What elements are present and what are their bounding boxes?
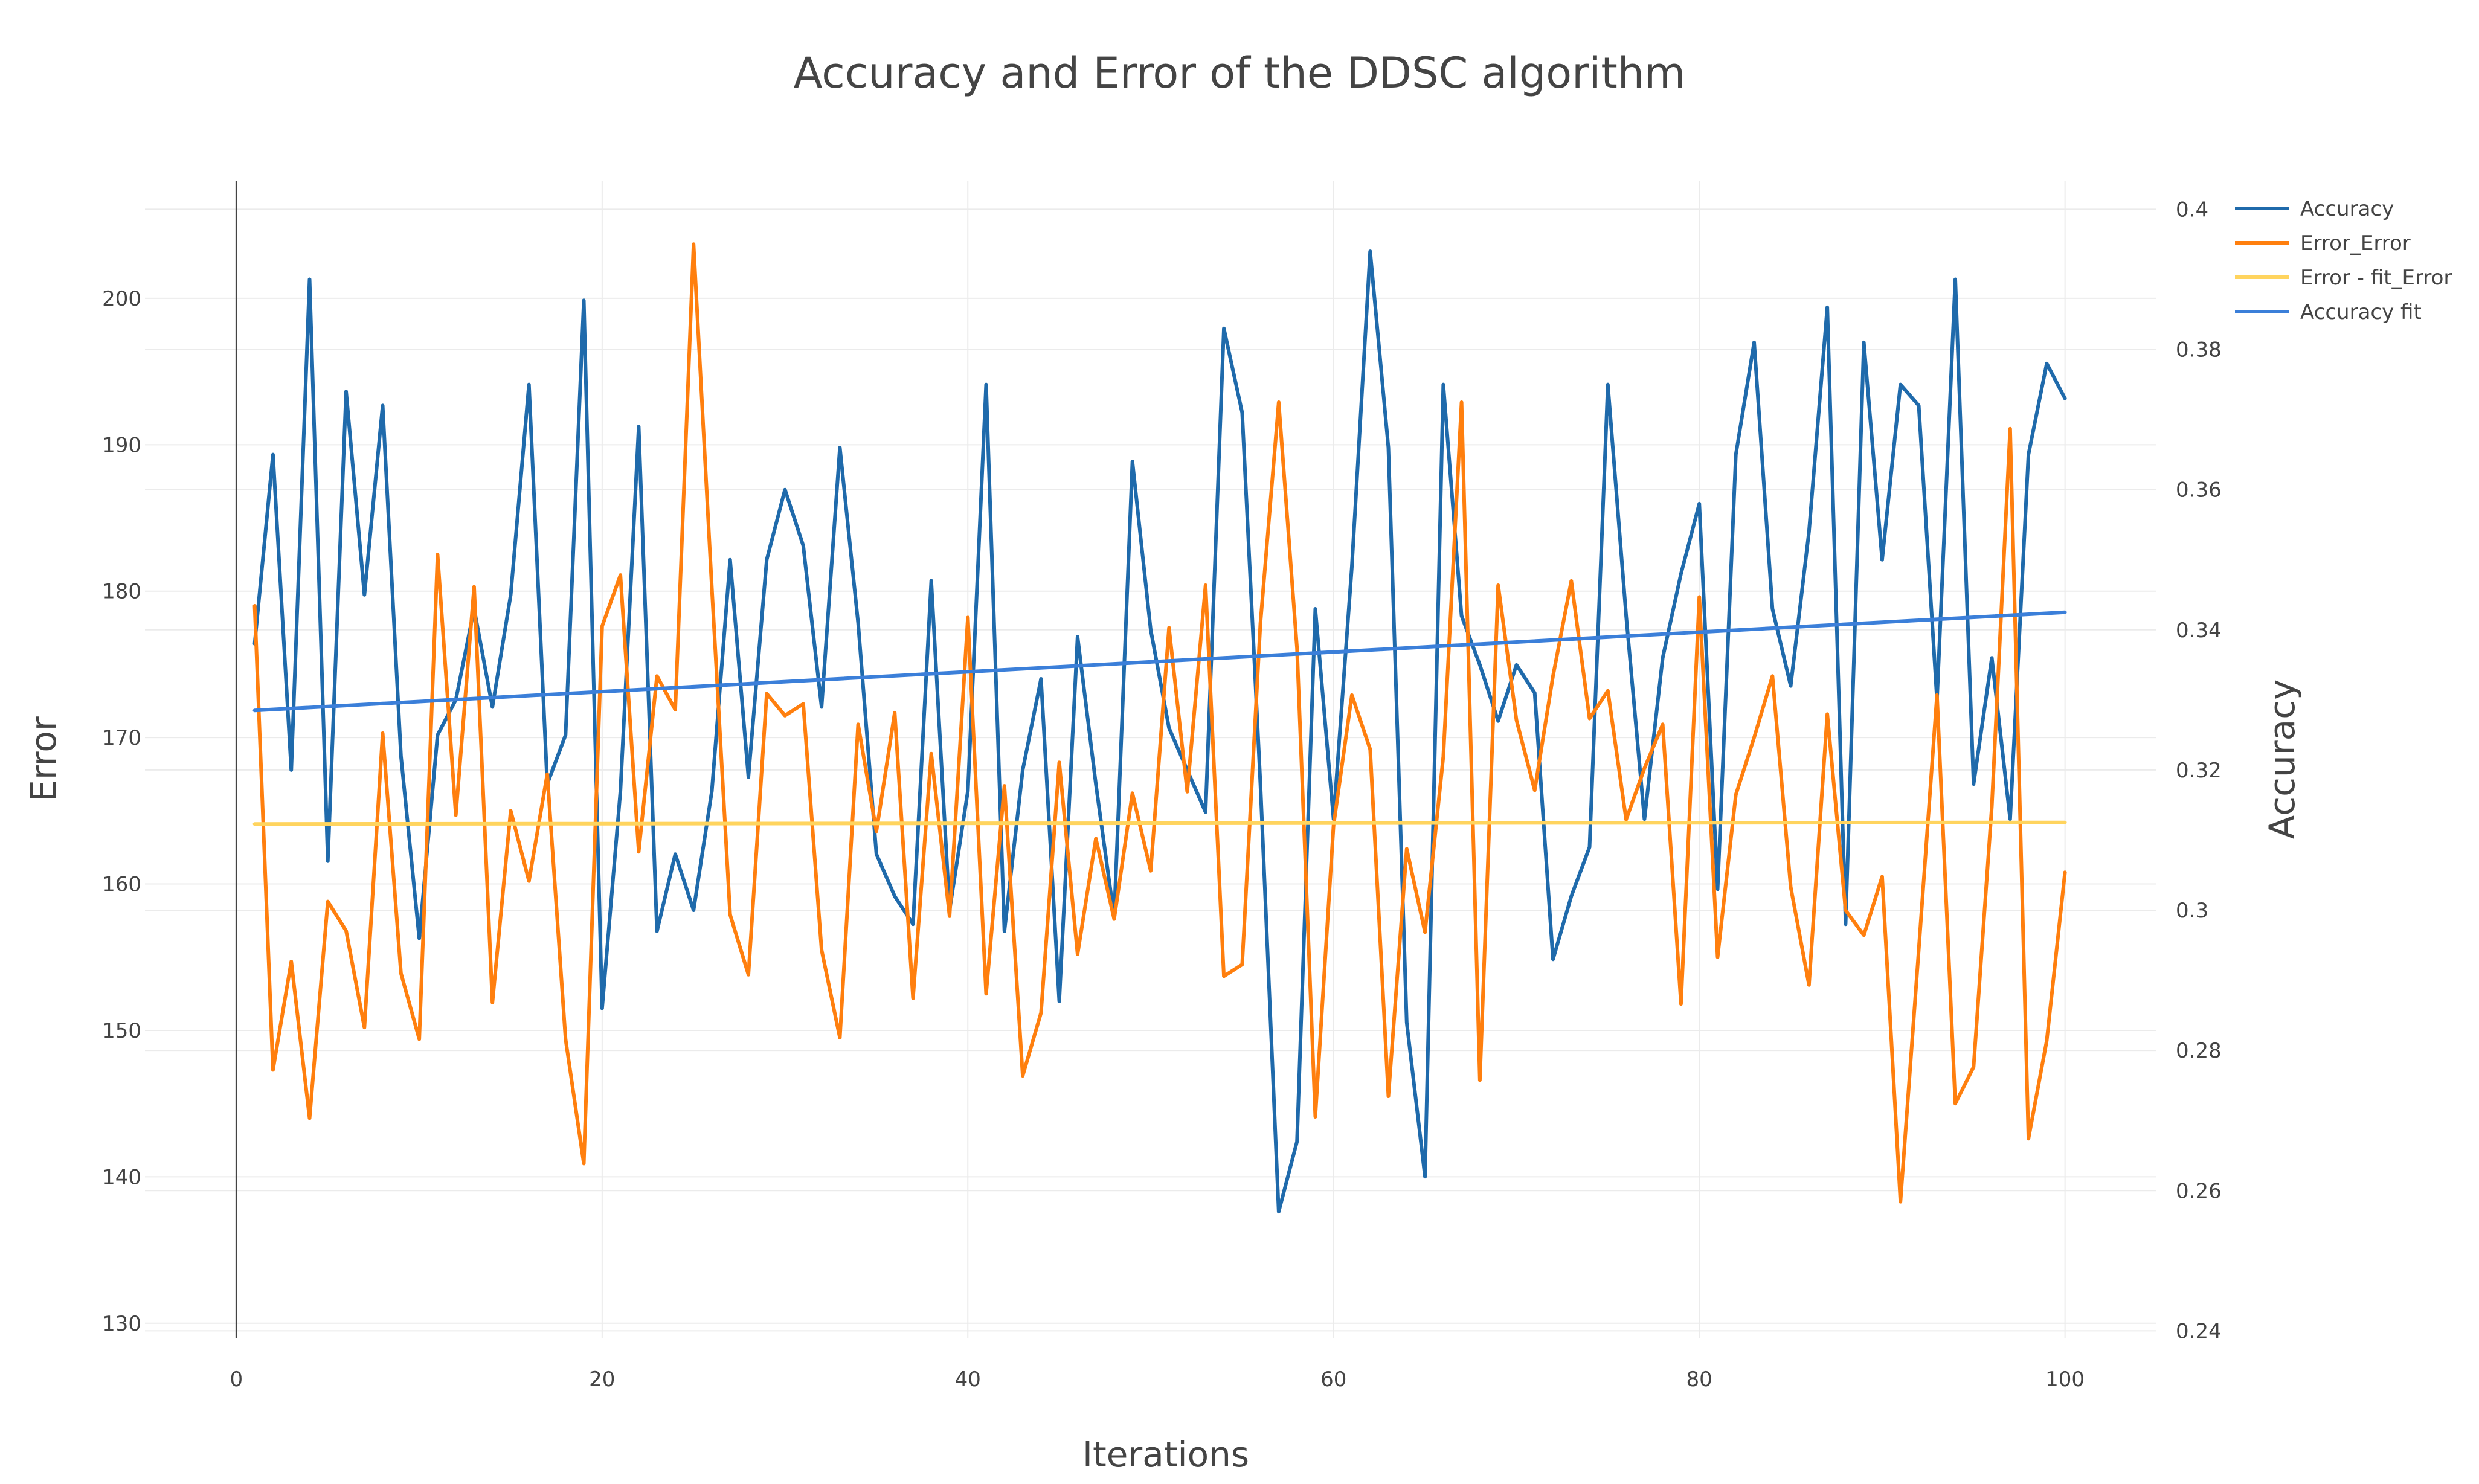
y2-tick-label: 0.24 — [2176, 1319, 2222, 1343]
series-line-3 — [252, 610, 2067, 713]
y2-tick-label: 0.36 — [2176, 478, 2222, 503]
y-tick-label: 140 — [102, 1165, 141, 1189]
legend-label: Error - fit_Error — [2300, 266, 2452, 290]
x-tick-label: 80 — [1686, 1367, 1712, 1392]
x-tick-label: 0 — [230, 1367, 243, 1392]
y2-tick-label: 0.26 — [2176, 1179, 2222, 1203]
tick-labels: 0 20 40 60 80 100 130 140 150 160 170 180 190 200 0.24… — [102, 198, 2222, 1392]
chart-title: Accuracy and Error of the DDSC algorithm — [794, 48, 1686, 98]
series-line-2 — [252, 820, 2067, 826]
y-tick-label: 150 — [102, 1019, 141, 1043]
y-tick-label: 190 — [102, 433, 141, 457]
y-tick-label: 200 — [102, 287, 141, 311]
y2-axis-title: Accuracy — [2262, 679, 2303, 840]
series-line-1 — [252, 242, 2067, 1204]
y-tick-label: 160 — [102, 873, 141, 897]
y-tick-label: 130 — [102, 1312, 141, 1336]
x-tick-label: 40 — [955, 1367, 981, 1392]
x-axis-title: Iterations — [1082, 1434, 1249, 1475]
y2-tick-label: 0.38 — [2176, 338, 2222, 362]
legend: Accuracy Error_Error Error - fit_Error Accu… — [2235, 197, 2452, 324]
y-tick-label: 170 — [102, 726, 141, 750]
legend-label: Error_Error — [2300, 231, 2411, 255]
y2-tick-label: 0.32 — [2176, 759, 2222, 783]
x-tick-label: 20 — [589, 1367, 615, 1392]
x-tick-label: 60 — [1320, 1367, 1346, 1392]
y2-tick-label: 0.3 — [2176, 899, 2208, 923]
series-line-0 — [252, 249, 2067, 1214]
y2-tick-label: 0.34 — [2176, 618, 2222, 643]
legend-label: Accuracy fit — [2300, 300, 2422, 324]
x-tick-label: 100 — [2045, 1367, 2085, 1392]
y2-tick-label: 0.28 — [2176, 1039, 2222, 1063]
y-axis-title: Error — [23, 716, 64, 802]
grid — [145, 181, 2156, 1338]
legend-label: Accuracy — [2300, 197, 2394, 221]
y2-tick-label: 0.4 — [2176, 198, 2208, 222]
y-tick-label: 180 — [102, 580, 141, 604]
plot-area — [252, 242, 2067, 1214]
